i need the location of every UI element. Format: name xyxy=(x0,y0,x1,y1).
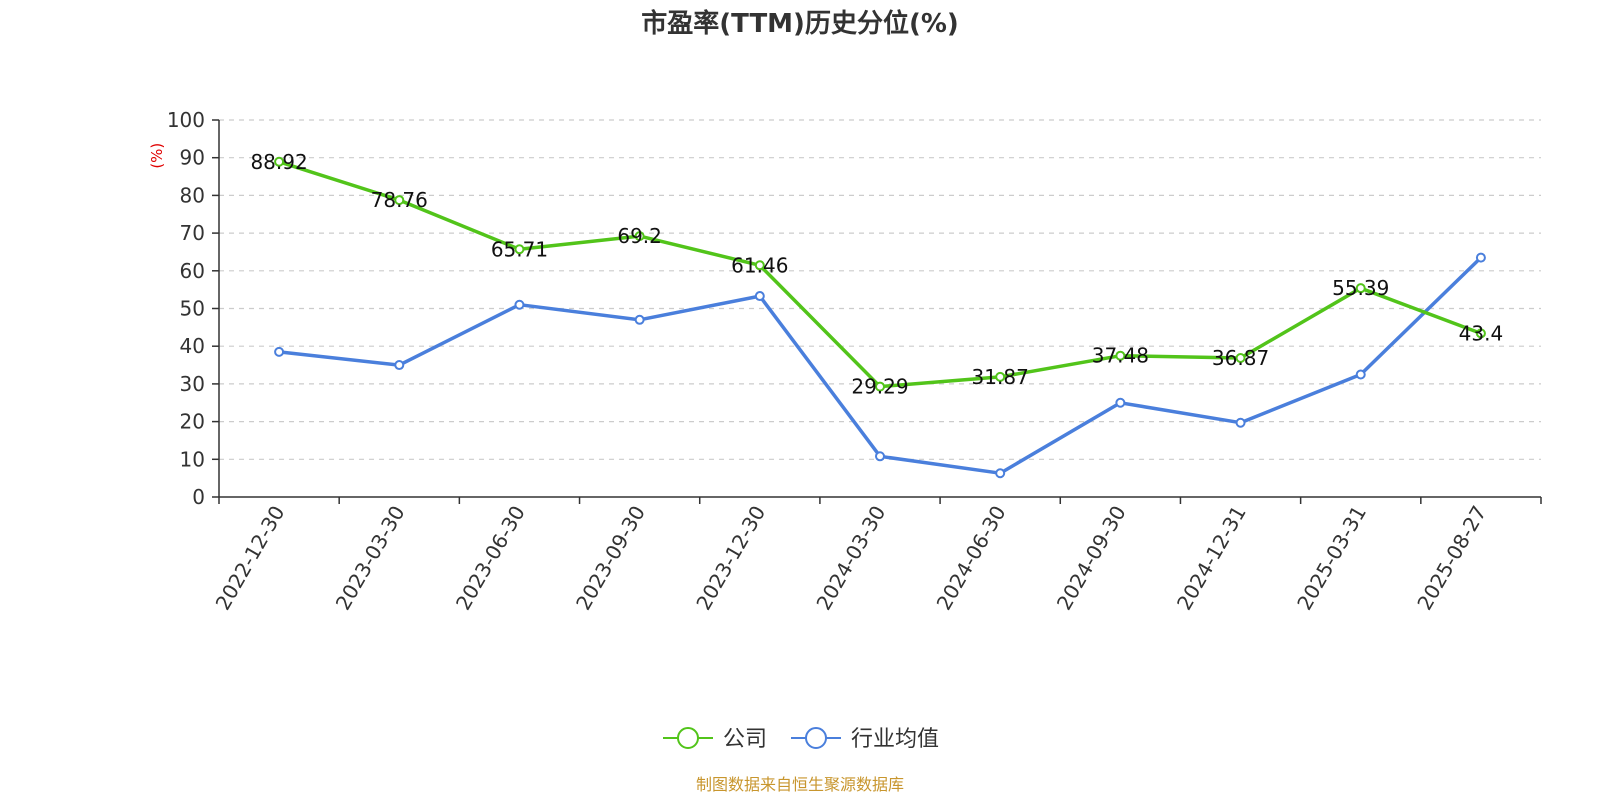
y-tick-label: 60 xyxy=(180,259,205,283)
data-point xyxy=(875,381,885,392)
data-point xyxy=(1115,397,1126,408)
y-tick-label: 80 xyxy=(180,183,205,207)
x-tick-label: 2023-03-30 xyxy=(331,501,410,614)
y-tick-label: 70 xyxy=(180,221,205,245)
y-tick-label: 50 xyxy=(180,297,205,321)
data-point xyxy=(754,260,765,271)
legend-circle-marker xyxy=(677,727,699,749)
source-note: 制图数据来自恒生聚源数据库 xyxy=(696,775,904,794)
axes xyxy=(212,119,1542,504)
data-point xyxy=(1475,252,1486,263)
series-layer xyxy=(274,156,1486,479)
data-point xyxy=(1355,369,1366,380)
data-label: 36.87 xyxy=(1212,346,1269,370)
y-tick-label: 0 xyxy=(192,485,205,509)
data-point xyxy=(995,468,1006,479)
data-label: 55.39 xyxy=(1332,276,1389,300)
data-point xyxy=(274,346,285,357)
y-tick-label: 40 xyxy=(180,334,205,358)
data-label: 37.48 xyxy=(1092,344,1149,368)
y-tick-label: 30 xyxy=(180,372,205,396)
data-point xyxy=(1355,283,1366,294)
data-point xyxy=(634,314,645,325)
legend-item[interactable]: 行业均值 xyxy=(791,727,939,752)
legend-label: 公司 xyxy=(723,727,767,752)
data-point xyxy=(875,451,885,462)
data-point xyxy=(754,291,765,302)
data-point xyxy=(514,299,525,310)
data-label: 78.76 xyxy=(371,188,428,212)
legend-item[interactable]: 公司 xyxy=(663,727,767,752)
y-tick-label: 90 xyxy=(180,146,205,170)
x-tick-label: 2023-06-30 xyxy=(451,502,530,615)
x-tick-label: 2024-09-30 xyxy=(1052,502,1131,615)
legend-label: 行业均值 xyxy=(851,727,939,752)
x-tick-label: 2025-03-31 xyxy=(1292,502,1371,615)
data-label: 31.87 xyxy=(972,365,1029,389)
y-tick-label: 10 xyxy=(180,447,205,471)
data-label: 88.92 xyxy=(250,150,307,174)
data-label: 29.29 xyxy=(851,375,908,399)
data-label: 65.71 xyxy=(491,237,548,261)
data-point xyxy=(394,195,405,206)
y-tick-labels: 0 10 20 30 40 50 60 70 80 90 100 xyxy=(167,108,205,509)
data-point xyxy=(1235,417,1246,428)
y-axis-unit: (%) xyxy=(148,143,166,169)
x-tick-label: 2024-03-30 xyxy=(811,502,890,615)
legend-circle-marker xyxy=(805,727,827,749)
y-tick-label: 20 xyxy=(180,410,205,434)
x-tick-label: 2024-12-31 xyxy=(1172,502,1251,615)
data-labels: 88.92 78.76 65.71 69.2 61.46 29.29 31.87 37.48 3… xyxy=(250,150,1503,399)
data-point xyxy=(514,244,525,255)
data-point xyxy=(394,360,405,371)
data-point xyxy=(995,371,1006,382)
data-label: 43.4 xyxy=(1459,321,1504,345)
data-point xyxy=(1475,328,1486,339)
data-point xyxy=(1115,350,1126,361)
chart-title: 市盈率(TTM)历史分位(%) xyxy=(641,8,959,39)
legend[interactable]: 公司 行业均值 xyxy=(663,727,939,752)
x-tick-label: 2025-08-27 xyxy=(1412,502,1491,615)
y-tick-label: 100 xyxy=(167,108,205,132)
data-label: 69.2 xyxy=(617,224,662,248)
series-line xyxy=(278,256,1483,475)
x-tick-label: 2024-06-30 xyxy=(932,502,1011,615)
x-tick-label: 2023-12-30 xyxy=(691,502,770,615)
x-tick-labels: 2022-12-30 2023-03-30 2023-06-30 2023-09-30… xyxy=(211,501,1492,614)
data-point xyxy=(274,156,285,167)
x-tick-label: 2022-12-30 xyxy=(211,502,290,615)
data-label: 61.46 xyxy=(731,253,788,277)
x-tick-label: 2023-09-30 xyxy=(571,502,650,615)
data-point xyxy=(634,231,645,242)
data-point xyxy=(1235,353,1246,364)
